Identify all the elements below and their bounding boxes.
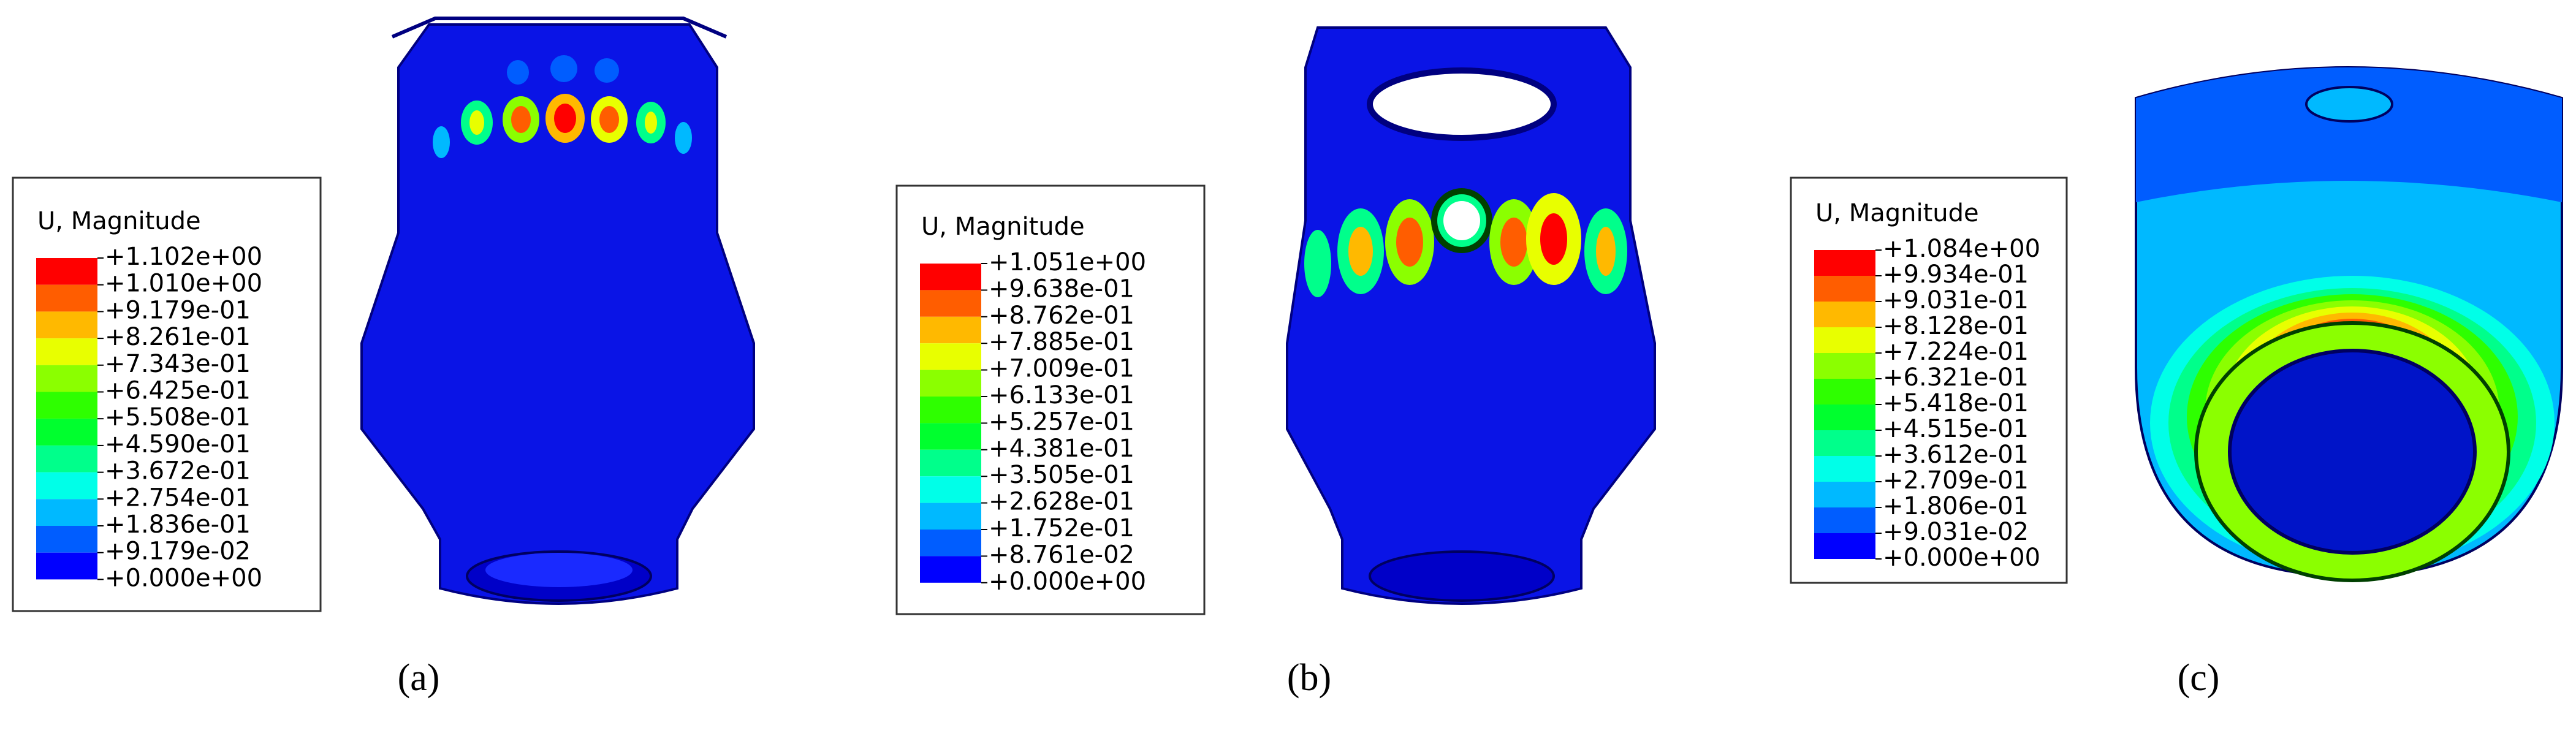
legend-swatch [1814,482,1875,507]
legend-label: +9.638e-01 [989,275,1134,303]
legend-swatch [920,316,981,344]
legend-label: +8.128e-01 [1883,312,2029,340]
legend-label: +2.709e-01 [1883,466,2029,495]
legend-swatch [1814,430,1875,456]
legend-swatch [36,472,97,499]
legend-swatch [36,445,97,473]
legend-swatch [1814,456,1875,482]
legend-swatch [36,338,97,365]
legend-label: +9.031e-02 [1883,518,2029,546]
legend-label: +4.381e-01 [989,435,1134,463]
panel-caption: (a) [398,657,440,699]
legend-swatch [36,258,97,285]
legend-label: +9.031e-01 [1883,286,2029,314]
legend-label: +0.000e+00 [105,564,262,592]
legend-swatch [920,530,981,556]
legend-label: +2.754e-01 [105,484,251,512]
legend-label: +7.343e-01 [105,350,251,378]
legend-label: +7.009e-01 [989,355,1134,383]
legend-swatch [36,311,97,339]
model-a [360,17,755,605]
legend-label: +8.762e-01 [989,302,1134,330]
legend-label: +5.257e-01 [989,408,1134,436]
legend-swatch [1814,353,1875,379]
legend-label: +5.418e-01 [1883,389,2029,417]
legend-label: +9.179e-01 [105,296,251,324]
legend-label: +1.102e+00 [105,243,262,271]
legend-label: +9.934e-01 [1883,260,2029,289]
legend-label: +2.628e-01 [989,488,1134,516]
legend-swatch [920,397,981,423]
legend-title: U, Magnitude [37,207,201,235]
legend-swatch [1814,302,1875,327]
legend-label: +7.224e-01 [1883,338,2029,366]
legend-swatch [36,392,97,419]
legend-swatch [1814,507,1875,533]
legend-label: +8.761e-02 [989,541,1134,569]
legend-swatch [1814,404,1875,430]
panel-caption: (b) [1287,657,1331,699]
legend-swatch [920,476,981,503]
legend-swatch [920,264,981,291]
legend-swatch [1814,379,1875,404]
legend-swatch [920,556,981,583]
legend-title: U, Magnitude [1815,199,1979,227]
legend-swatch [920,343,981,370]
legend-label: +9.179e-02 [105,537,251,566]
legend-swatch [1814,276,1875,302]
panel-caption: (c) [2178,657,2220,699]
legend-label: +7.885e-01 [989,328,1134,356]
legend-swatch [36,419,97,446]
legend-swatch [1814,250,1875,276]
legend-label: +3.505e-01 [989,461,1134,489]
legend-label: +0.000e+00 [1883,544,2040,572]
legend-label: +4.515e-01 [1883,415,2029,443]
legend-label: +1.806e-01 [1883,492,2029,520]
legend-swatch [920,423,981,450]
legend-swatch [920,290,981,317]
legend-swatch [920,370,981,397]
model-b [1286,26,1656,605]
legend-swatch [1814,327,1875,353]
legend-label: +5.508e-01 [105,403,251,431]
legend-label: +1.051e+00 [989,248,1146,276]
legend-swatch [920,449,981,477]
legend-swatch [1814,533,1875,559]
model-c [2135,66,2563,582]
legend-swatch [36,552,97,580]
legend-swatch [36,499,97,526]
legend-label: +3.612e-01 [1883,441,2029,469]
legend-label: +0.000e+00 [989,568,1146,596]
legend-label: +8.261e-01 [105,323,251,351]
legend-swatch [36,284,97,312]
legend-label: +1.836e-01 [105,511,251,539]
legend-label: +1.084e+00 [1883,235,2040,263]
legend-label: +6.321e-01 [1883,363,2029,392]
legend-label: +6.133e-01 [989,381,1134,409]
legend-title: U, Magnitude [921,213,1085,241]
legend-label: +6.425e-01 [105,377,251,405]
legend-label: +1.010e+00 [105,270,262,298]
legend-label: +1.752e-01 [989,514,1134,542]
legend-swatch [920,503,981,530]
legend-label: +3.672e-01 [105,457,251,485]
legend-swatch [36,526,97,553]
legend-swatch [36,365,97,392]
legend-label: +4.590e-01 [105,430,251,458]
